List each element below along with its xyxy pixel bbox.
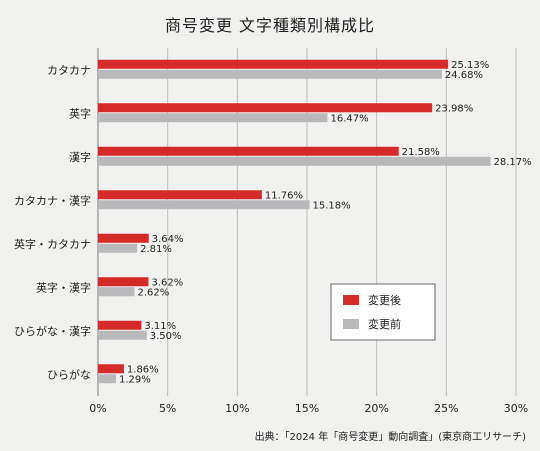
bar	[98, 69, 442, 79]
bar	[98, 364, 124, 374]
bar	[98, 146, 399, 156]
data-label: 1.29%	[119, 374, 151, 385]
data-label: 21.58%	[402, 147, 440, 158]
chart-title: 商号変更 文字種類別構成比	[164, 16, 376, 35]
category-label: 英字・カタカナ	[14, 237, 91, 251]
bar	[98, 59, 449, 69]
legend-swatch	[343, 295, 359, 305]
legend-swatch	[343, 319, 359, 329]
data-label: 3.11%	[144, 321, 176, 332]
x-tick-label: 15%	[295, 402, 319, 415]
legend-label: 変更後	[368, 293, 401, 307]
bar	[98, 113, 328, 123]
bar	[98, 243, 138, 253]
bar	[98, 190, 262, 200]
data-label: 15.18%	[313, 200, 351, 211]
x-tick-label: 5%	[159, 402, 176, 415]
data-label: 16.47%	[330, 113, 368, 124]
category-label: ひらがな	[47, 367, 91, 381]
data-label: 24.68%	[445, 70, 483, 81]
category-label: 漢字	[69, 150, 91, 164]
data-label: 3.62%	[151, 277, 183, 288]
data-label: 25.13%	[451, 60, 489, 71]
data-label: 2.62%	[138, 287, 170, 298]
bar	[98, 200, 310, 210]
bar	[98, 287, 135, 297]
category-label: カタカナ	[47, 64, 91, 77]
category-label: ひらがな・漢字	[14, 324, 91, 338]
source-note: 出典：「2024 年「商号変更」動向調査」(東京商工リサーチ)	[254, 432, 526, 443]
legend-box	[330, 283, 436, 341]
data-label: 28.17%	[494, 157, 532, 168]
bar	[98, 277, 149, 287]
bar	[98, 330, 147, 340]
bar	[98, 320, 142, 330]
x-tick-label: 30%	[504, 402, 528, 415]
data-label: 23.98%	[435, 103, 473, 114]
data-label: 1.86%	[127, 364, 159, 375]
legend-label: 変更前	[368, 317, 401, 331]
x-tick-label: 20%	[364, 402, 388, 415]
data-label: 3.64%	[152, 234, 184, 245]
bar	[98, 374, 116, 384]
category-label: カタカナ・漢字	[14, 193, 91, 207]
category-label: 英字・漢字	[36, 280, 91, 294]
data-label: 3.50%	[150, 331, 182, 342]
data-label: 2.81%	[140, 244, 172, 255]
bar	[98, 233, 149, 243]
category-label: 英字	[69, 106, 91, 120]
x-tick-label: 10%	[225, 402, 249, 415]
x-tick-label: 0%	[89, 402, 106, 415]
bar	[98, 103, 433, 113]
data-label: 11.76%	[265, 190, 303, 201]
bar	[98, 156, 491, 166]
x-tick-label: 25%	[434, 402, 458, 415]
